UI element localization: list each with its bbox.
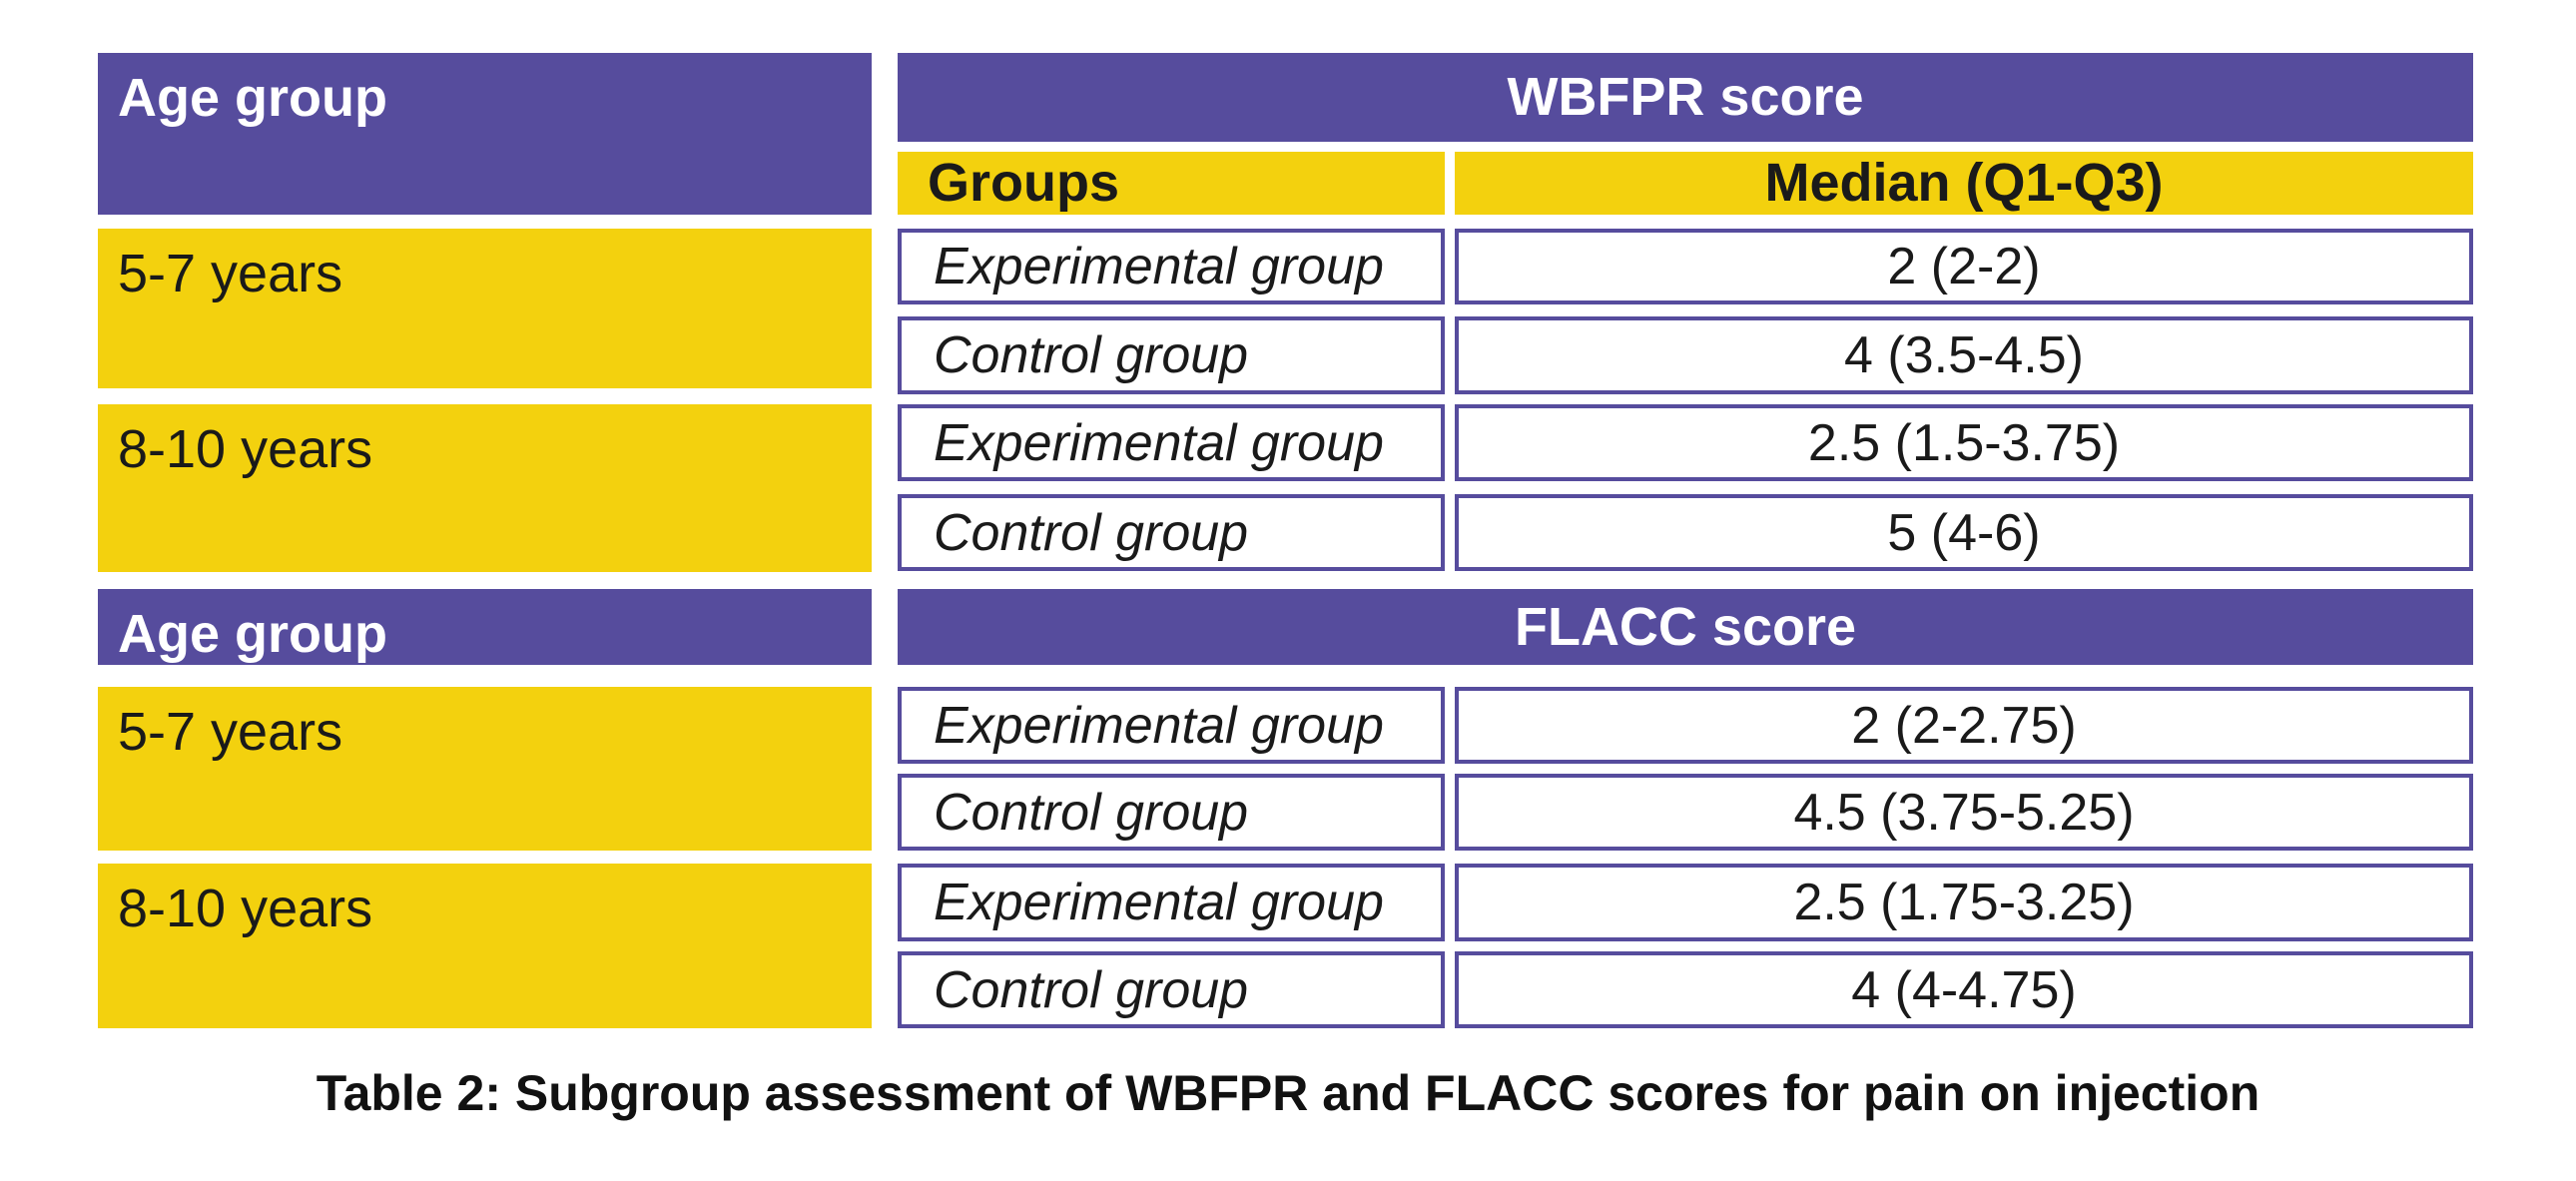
group-name-cell: Control group (898, 316, 1445, 394)
groups-column-header: Groups (898, 152, 1445, 215)
median-value-cell: 2 (2-2) (1455, 229, 2473, 304)
group-name-cell: Control group (898, 951, 1445, 1028)
median-value-cell: 5 (4-6) (1455, 494, 2473, 571)
median-value-cell: 2.5 (1.75-3.25) (1455, 864, 2473, 941)
median-value-cell: 2.5 (1.5-3.75) (1455, 404, 2473, 481)
wbfpr-score-header: WBFPR score (898, 53, 2473, 142)
flacc-score-header: FLACC score (898, 589, 2473, 665)
median-value-cell: 4.5 (3.75-5.25) (1455, 774, 2473, 851)
median-value-cell: 4 (3.5-4.5) (1455, 316, 2473, 394)
median-column-header: Median (Q1-Q3) (1455, 152, 2473, 215)
group-name-cell: Experimental group (898, 687, 1445, 764)
group-name-cell: Experimental group (898, 864, 1445, 941)
group-name-cell: Control group (898, 774, 1445, 851)
group-name-cell: Control group (898, 494, 1445, 571)
group-name-cell: Experimental group (898, 229, 1445, 304)
age-cell-5-7-wbfpr: 5-7 years (98, 229, 872, 388)
age-cell-8-10-wbfpr: 8-10 years (98, 404, 872, 572)
age-cell-5-7-flacc: 5-7 years (98, 687, 872, 851)
table-caption: Table 2: Subgroup assessment of WBFPR an… (316, 1065, 2260, 1121)
median-value-cell: 4 (4-4.75) (1455, 951, 2473, 1028)
median-value-cell: 2 (2-2.75) (1455, 687, 2473, 764)
age-group-header-1: Age group (98, 53, 872, 215)
group-name-cell: Experimental group (898, 404, 1445, 481)
age-group-header-2: Age group (98, 589, 872, 665)
age-cell-8-10-flacc: 8-10 years (98, 864, 872, 1028)
